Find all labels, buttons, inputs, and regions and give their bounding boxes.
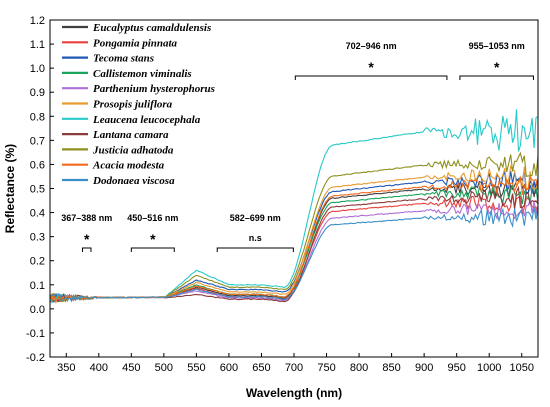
x-tick-label: 900 [415,362,433,374]
significance-bracket [82,247,92,252]
significance-bracket [294,75,448,80]
y-axis-title: Reflectance (%) [3,144,17,233]
annotation-range-label: 582–699 nm [230,213,281,223]
y-tick-label: -0.2 [26,352,45,364]
y-tick-label: 0.9 [30,87,45,99]
annotation-significance: * [150,231,156,247]
annotation-significance: n.s [249,233,262,243]
x-axis-title: Wavelength (nm) [246,386,342,400]
x-tick-label: 650 [252,362,270,374]
legend-entry: Prosopis juliflora [93,99,173,111]
y-tick-label: 0.3 [30,232,45,244]
annotation-significance: * [368,59,374,75]
y-tick-label: 1.2 [30,15,45,27]
annotation-range-label: 955–1053 nm [469,41,525,51]
x-tick-label: 850 [382,362,400,374]
x-tick-label: 1050 [509,362,533,374]
series-line [49,207,539,303]
axes-layer: 350 400 450 500 550 600 650 700 750 800 850 900 950 1… [26,15,534,374]
x-tick-label: 950 [447,362,465,374]
x-tick-label: 600 [220,362,238,374]
x-tick-label: 550 [187,362,205,374]
x-tick-label: 700 [285,362,303,374]
x-tick-label: 450 [122,362,140,374]
y-tick-label: 1.1 [30,39,45,51]
series-layer [49,109,539,305]
y-tick-label: 0.8 [30,111,45,123]
legend-entry: Dodonaea viscosa [92,175,175,187]
legend-entry: Lantana camara [92,129,169,141]
y-tick-label: 0.1 [30,280,45,292]
y-tick-label: 0.2 [30,256,45,268]
significance-bracket [459,75,534,80]
y-tick-label: 0.0 [30,304,45,316]
annotation-range-label: 450–516 nm [127,213,178,223]
annotation-layer: 367–388 nm * 450–516 nm * 582–699 nm n.s 702–9… [61,41,534,252]
legend-entry: Callistemon viminalis [93,68,192,80]
legend-entry: Eucalyptus camaldulensis [92,22,211,34]
y-tick-label: -0.1 [26,328,45,340]
annotation-range-label: 367–388 nm [61,213,112,223]
legend-entry: Justicia adhatoda [92,144,174,156]
y-tick-label: 0.7 [30,135,45,147]
x-tick-label: 350 [57,362,75,374]
x-tick-label: 1000 [477,362,501,374]
y-tick-label: 1.0 [30,63,45,75]
legend: Eucalyptus camaldulensis Pongamia pinnata… [62,22,215,187]
y-tick-label: 0.5 [30,184,45,196]
x-tick-label: 750 [317,362,335,374]
y-tick-label: 0.6 [30,159,45,171]
annotation-significance: * [84,231,90,247]
annotation-range-label: 702–946 nm [346,41,397,51]
x-tick-label: 400 [90,362,108,374]
annotation-significance: * [494,59,500,75]
x-tick-label: 500 [155,362,173,374]
y-tick-label: 0.4 [30,208,45,220]
legend-entry: Leaucena leucocephala [92,114,201,126]
legend-entry: Acacia modesta [92,160,165,172]
x-tick-label: 800 [350,362,368,374]
legend-entry: Pongamia pinnata [93,37,178,49]
significance-bracket [216,247,294,252]
legend-entry: Tecoma stans [93,53,154,65]
significance-bracket [130,247,175,252]
legend-entry: Parthenium hysterophorus [93,83,215,95]
